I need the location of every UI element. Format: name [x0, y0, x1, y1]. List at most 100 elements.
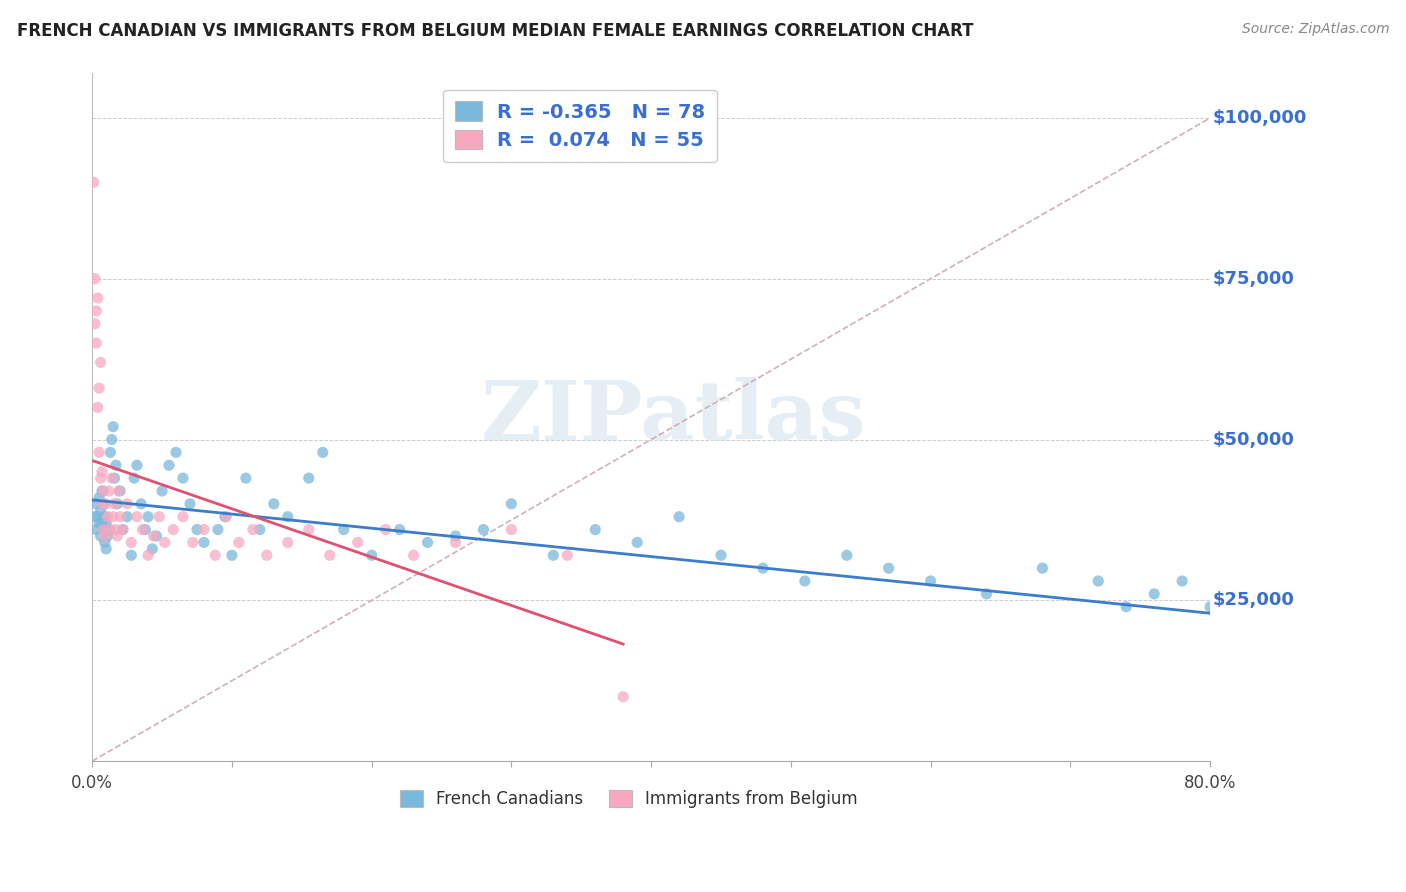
Point	[165, 445, 187, 459]
Point	[84, 509, 107, 524]
Point	[100, 433, 122, 447]
Point	[98, 523, 121, 537]
Point	[103, 497, 125, 511]
Point	[105, 529, 128, 543]
Text: $50,000: $50,000	[1212, 431, 1294, 449]
Point	[249, 523, 271, 537]
Point	[89, 516, 111, 530]
Point	[1171, 574, 1194, 588]
Point	[141, 541, 163, 556]
Point	[583, 523, 606, 537]
Point	[976, 587, 998, 601]
Point	[235, 471, 257, 485]
Point	[120, 549, 142, 563]
Point	[626, 535, 648, 549]
Point	[193, 523, 215, 537]
Point	[374, 523, 396, 537]
Point	[835, 549, 858, 563]
Point	[107, 483, 129, 498]
Point	[1115, 599, 1137, 614]
Point	[100, 471, 122, 485]
Legend: French Canadians, Immigrants from Belgium: French Canadians, Immigrants from Belgiu…	[394, 783, 865, 814]
Text: $100,000: $100,000	[1212, 109, 1306, 127]
Point	[94, 541, 117, 556]
Point	[91, 497, 114, 511]
Point	[256, 549, 278, 563]
Point	[94, 509, 117, 524]
Point	[277, 509, 299, 524]
Text: $75,000: $75,000	[1212, 269, 1294, 288]
Point	[104, 458, 127, 473]
Text: ZIPatlas: ZIPatlas	[481, 377, 866, 457]
Point	[134, 523, 156, 537]
Point	[793, 574, 815, 588]
Point	[388, 523, 411, 537]
Point	[319, 549, 342, 563]
Point	[501, 523, 523, 537]
Point	[90, 503, 112, 517]
Point	[101, 509, 124, 524]
Point	[444, 535, 467, 549]
Point	[97, 483, 120, 498]
Point	[96, 509, 118, 524]
Point	[186, 523, 208, 537]
Text: Source: ZipAtlas.com: Source: ZipAtlas.com	[1241, 22, 1389, 37]
Point	[131, 523, 153, 537]
Text: FRENCH CANADIAN VS IMMIGRANTS FROM BELGIUM MEDIAN FEMALE EARNINGS CORRELATION CH: FRENCH CANADIAN VS IMMIGRANTS FROM BELGI…	[17, 22, 973, 40]
Point	[298, 471, 321, 485]
Point	[162, 523, 184, 537]
Text: $25,000: $25,000	[1212, 591, 1294, 609]
Point	[111, 523, 134, 537]
Point	[86, 304, 108, 318]
Point	[501, 497, 523, 511]
Point	[612, 690, 634, 704]
Point	[91, 465, 114, 479]
Point	[543, 549, 565, 563]
Point	[84, 317, 107, 331]
Point	[277, 535, 299, 549]
Point	[86, 497, 108, 511]
Point	[115, 497, 138, 511]
Point	[346, 535, 368, 549]
Point	[1143, 587, 1166, 601]
Point	[93, 523, 115, 537]
Point	[89, 491, 111, 505]
Point	[86, 336, 108, 351]
Point	[402, 549, 425, 563]
Point	[214, 509, 236, 524]
Point	[145, 529, 167, 543]
Point	[87, 401, 110, 415]
Point	[97, 523, 120, 537]
Point	[87, 291, 110, 305]
Point	[181, 535, 204, 549]
Point	[1031, 561, 1053, 575]
Point	[752, 561, 775, 575]
Point	[207, 523, 229, 537]
Point	[1087, 574, 1109, 588]
Point	[108, 509, 131, 524]
Point	[1227, 690, 1250, 704]
Point	[360, 549, 382, 563]
Point	[1199, 599, 1222, 614]
Point	[215, 509, 238, 524]
Point	[91, 483, 114, 498]
Point	[122, 471, 145, 485]
Point	[1254, 625, 1277, 640]
Point	[93, 523, 115, 537]
Point	[90, 355, 112, 369]
Point	[416, 535, 439, 549]
Point	[115, 509, 138, 524]
Point	[1282, 690, 1305, 704]
Point	[94, 497, 117, 511]
Point	[91, 516, 114, 530]
Point	[108, 483, 131, 498]
Point	[228, 535, 250, 549]
Point	[125, 458, 148, 473]
Point	[153, 535, 176, 549]
Point	[172, 471, 194, 485]
Point	[204, 549, 226, 563]
Point	[101, 419, 124, 434]
Point	[263, 497, 285, 511]
Point	[89, 445, 111, 459]
Point	[120, 535, 142, 549]
